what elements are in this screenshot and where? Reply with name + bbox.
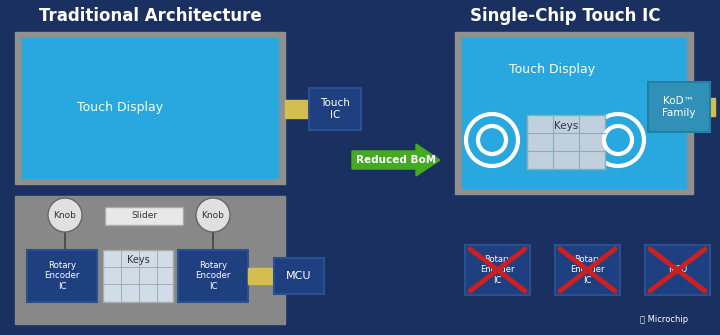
- Bar: [15, 196, 285, 324]
- FancyArrow shape: [352, 144, 440, 176]
- Text: Touch Display: Touch Display: [77, 102, 163, 115]
- Text: Touch Display: Touch Display: [509, 64, 595, 76]
- Text: Touch
IC: Touch IC: [320, 98, 350, 120]
- Text: Rotary
Encoder
IC: Rotary Encoder IC: [480, 255, 515, 285]
- Text: Keys: Keys: [127, 255, 149, 265]
- Bar: [645, 245, 710, 295]
- Text: Traditional Architecture: Traditional Architecture: [39, 7, 261, 25]
- Circle shape: [592, 114, 644, 166]
- Text: MCU: MCU: [668, 266, 687, 274]
- Bar: [105, 207, 183, 225]
- Bar: [285, 100, 309, 118]
- Circle shape: [478, 126, 506, 154]
- Text: Ⓜ Microchip: Ⓜ Microchip: [640, 315, 688, 324]
- Text: Single-Chip Touch IC: Single-Chip Touch IC: [469, 7, 660, 25]
- Circle shape: [196, 198, 230, 232]
- Bar: [178, 250, 248, 302]
- Bar: [248, 268, 274, 284]
- Bar: [465, 245, 530, 295]
- Bar: [462, 38, 686, 188]
- Text: Slider: Slider: [131, 211, 157, 220]
- Bar: [15, 32, 285, 184]
- Text: Keys: Keys: [554, 121, 578, 131]
- Bar: [555, 245, 620, 295]
- Bar: [693, 98, 715, 116]
- Bar: [648, 82, 710, 132]
- Text: Rotary
Encoder
IC: Rotary Encoder IC: [45, 261, 80, 291]
- Text: Knob: Knob: [202, 210, 225, 219]
- Text: Rotary
Encoder
IC: Rotary Encoder IC: [570, 255, 605, 285]
- Text: MCU: MCU: [287, 271, 312, 281]
- Bar: [103, 250, 173, 302]
- Text: Knob: Knob: [53, 210, 76, 219]
- Circle shape: [604, 126, 632, 154]
- Bar: [527, 115, 605, 169]
- Bar: [309, 88, 361, 130]
- Bar: [274, 258, 324, 294]
- Circle shape: [466, 114, 518, 166]
- Text: Rotary
Encoder
IC: Rotary Encoder IC: [195, 261, 230, 291]
- Bar: [27, 250, 97, 302]
- Text: Reduced BoM: Reduced BoM: [356, 155, 436, 165]
- Bar: [22, 38, 278, 178]
- Text: KoD™
Family: KoD™ Family: [662, 96, 696, 118]
- Bar: [455, 32, 693, 194]
- Circle shape: [48, 198, 82, 232]
